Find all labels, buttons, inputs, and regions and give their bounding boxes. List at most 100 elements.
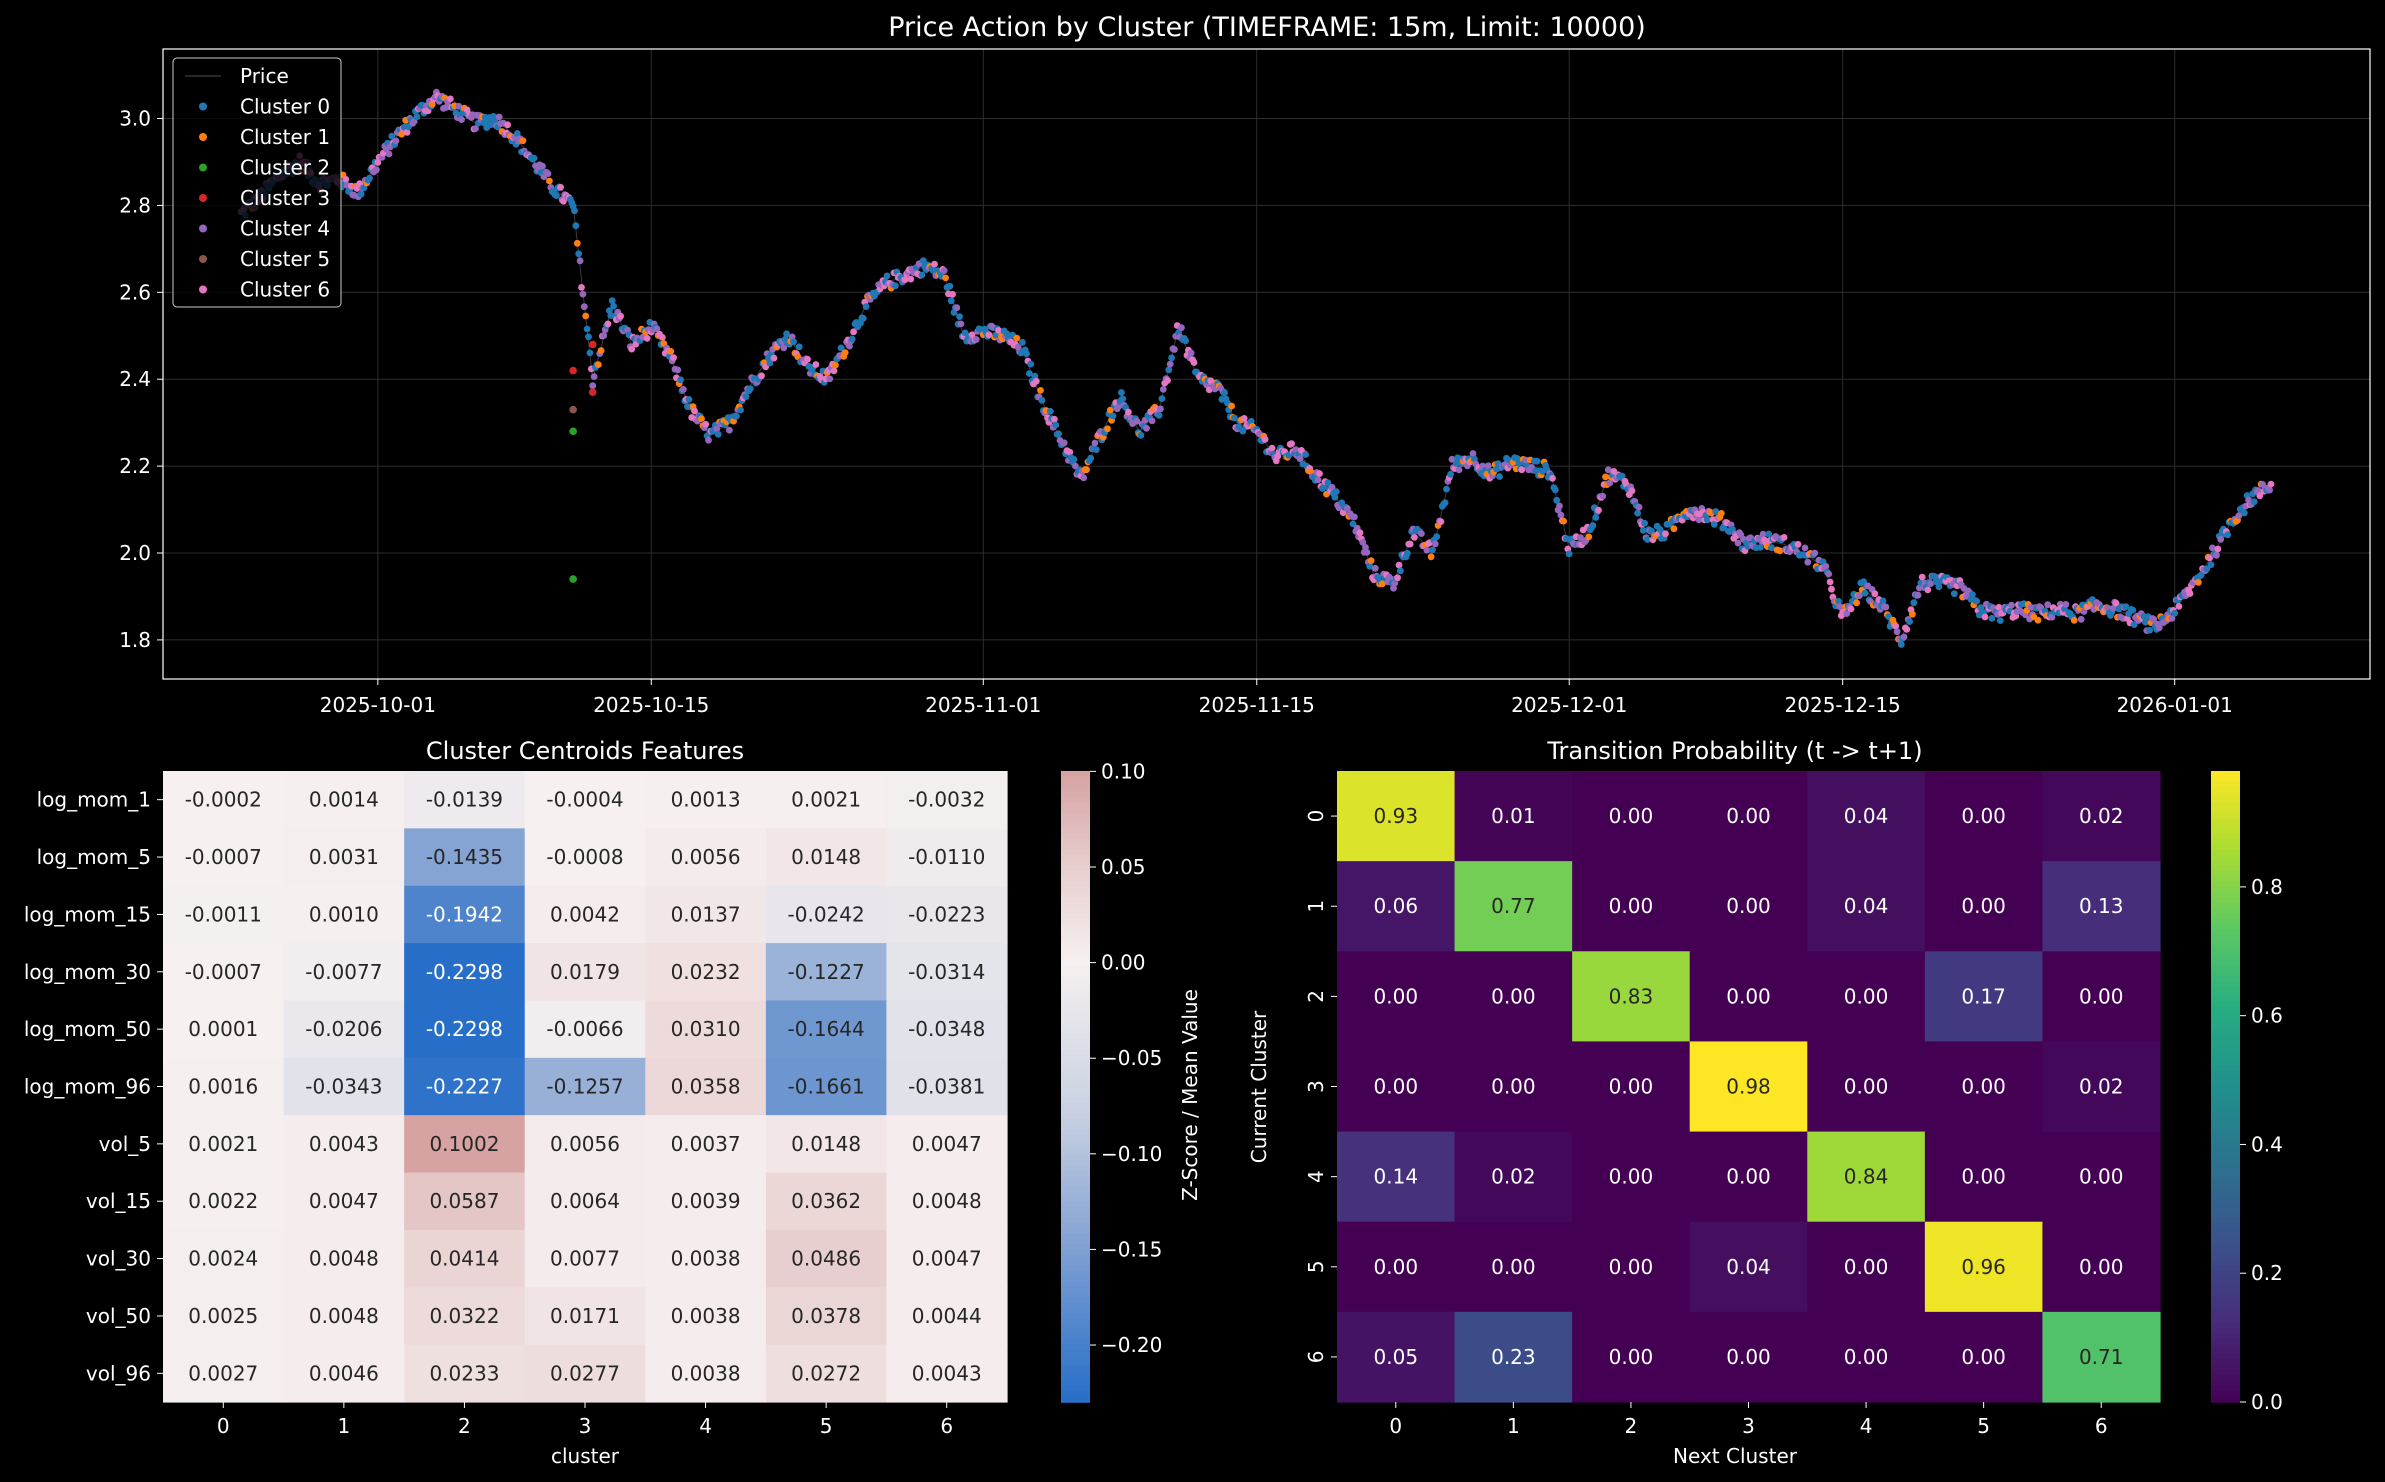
cluster-6-point	[1995, 604, 2003, 611]
cluster-4-point	[1148, 417, 1156, 425]
cluster-0-point	[357, 190, 365, 198]
transition-cell	[2042, 1311, 2161, 1403]
centroid-cell-label: -0.0008	[546, 845, 623, 869]
transition-colorbar-segment	[2211, 1328, 2240, 1335]
transition-cell-label: 0.04	[1844, 894, 1889, 918]
centroid-colorbar-segment	[1061, 965, 1090, 972]
cluster-6-point	[447, 95, 454, 103]
centroid-cell-label: 0.0031	[309, 845, 379, 869]
cluster-6-point	[403, 128, 411, 136]
cluster-0-point	[1565, 550, 1573, 558]
centroid-colorbar-segment	[1061, 934, 1090, 941]
transition-colorbar-segment	[2211, 881, 2240, 888]
cluster-0-point	[1496, 473, 1503, 480]
transition-colorbar-tick-label: 0.4	[2251, 1132, 2283, 1156]
cluster-6-point	[901, 276, 909, 283]
legend-label: Cluster 0	[240, 95, 330, 119]
centroid-colorbar-segment	[1061, 1349, 1090, 1356]
centroid-cell-label: -0.0223	[908, 902, 985, 926]
cluster-6-point	[1411, 534, 1418, 541]
centroid-cell	[886, 1287, 1008, 1346]
cluster-4-point	[1431, 540, 1439, 548]
centroid-cell	[283, 1287, 405, 1346]
cluster-0-point	[742, 393, 750, 400]
transition-xtick-label: 1	[1507, 1414, 1520, 1438]
centroid-cell-label: 0.0038	[671, 1247, 741, 1271]
cluster-4-point	[1577, 534, 1584, 541]
centroid-colorbar-segment	[1061, 897, 1090, 904]
cluster-4-point	[1371, 564, 1379, 572]
centroid-cell-label: 0.0010	[309, 902, 379, 926]
cluster-0-point	[1906, 618, 1913, 625]
cluster-4-point	[846, 342, 853, 350]
centroid-ytick-label: log_mom_96	[24, 1075, 151, 1099]
centroid-cell	[645, 1000, 767, 1059]
cluster-0-point	[848, 335, 856, 343]
cluster-1-point	[1228, 402, 1235, 410]
centroid-colorbar-segment	[1061, 839, 1090, 846]
centroid-colorbar-segment	[1061, 1044, 1090, 1051]
centroid-colorbar-tick-label: −0.05	[1101, 1046, 1162, 1070]
transition-cell	[1454, 951, 1573, 1043]
transition-colorbar-segment	[2211, 907, 2240, 914]
cluster-4-point	[2109, 604, 2117, 612]
centroid-colorbar-segment	[1061, 1075, 1090, 1083]
cluster-6-point	[2214, 545, 2222, 553]
cluster-1-point	[594, 361, 602, 368]
cluster-6-point	[995, 327, 1002, 334]
transition-colorbar-segment	[2211, 1165, 2240, 1172]
cluster-0-point	[1087, 454, 1095, 462]
transition-colorbar-segment	[2211, 1265, 2240, 1272]
transition-cell	[1337, 861, 1456, 952]
transition-colorbar-segment	[2211, 986, 2240, 993]
price-chart: Price Action by Cluster (TIMEFRAME: 15m,…	[119, 12, 2371, 717]
cluster-0-point	[1910, 599, 1918, 607]
centroid-cell	[886, 1115, 1008, 1174]
cluster-0-point	[1969, 591, 1976, 598]
centroid-cell	[524, 771, 646, 829]
cluster-4-point	[1822, 563, 1830, 570]
centroid-xtick-label: 6	[940, 1414, 953, 1438]
cluster-0-point	[859, 314, 867, 322]
centroid-cell-label: 0.0077	[550, 1247, 620, 1271]
cluster-4-point	[2266, 486, 2274, 494]
transition-cell-label: 0.00	[1726, 894, 1771, 918]
cluster-4-point	[705, 436, 712, 444]
cluster-1-point	[1083, 466, 1090, 474]
cluster-1-point	[2195, 578, 2202, 586]
centroid-cell	[163, 1057, 285, 1116]
centroid-colorbar-segment	[1061, 1023, 1090, 1030]
cluster-0-point	[1397, 567, 1404, 575]
transition-cell-label: 0.83	[1609, 984, 1654, 1008]
transition-colorbar-segment	[2211, 1091, 2240, 1098]
transition-ytick-label: 3	[1304, 1080, 1328, 1093]
centroid-cell-label: 0.0043	[309, 1132, 379, 1156]
transition-cell	[1454, 1041, 1573, 1133]
cluster-6-point	[1628, 487, 1636, 495]
centroid-colorbar-segment	[1061, 1202, 1090, 1209]
cluster-4-point	[1418, 530, 1425, 537]
legend-label: Cluster 3	[240, 186, 330, 210]
centroid-colorbar-segment	[1061, 876, 1090, 883]
centroid-cell-label: -0.0206	[305, 1017, 382, 1041]
cluster-4-point	[1060, 439, 1068, 447]
centroid-colorbar-segment	[1061, 1018, 1090, 1025]
transition-colorbar-segment	[2211, 1170, 2240, 1177]
cluster-0-point	[862, 303, 870, 310]
price-chart-ytick-label: 2.6	[119, 280, 151, 304]
transition-colorbar-segment	[2211, 902, 2240, 909]
transition-cell-label: 0.00	[1609, 894, 1654, 918]
price-chart-xtick-label: 2026-01-01	[2117, 693, 2233, 717]
cluster-6-point	[1395, 561, 1403, 569]
cluster-0-point	[1247, 417, 1255, 425]
centroid-xtick-label: 5	[820, 1414, 833, 1438]
transition-cell-label: 0.00	[1961, 1165, 2006, 1189]
cluster-0-point	[1639, 527, 1647, 534]
transition-colorbar-segment	[2211, 934, 2240, 941]
cluster-4-point	[1363, 549, 1371, 556]
cluster-4-point	[495, 113, 503, 121]
centroid-cell	[163, 828, 285, 887]
transition-cell-label: 0.00	[1961, 1075, 2006, 1099]
cluster-0-point	[1553, 496, 1561, 504]
cluster-6-point	[1871, 590, 1879, 598]
